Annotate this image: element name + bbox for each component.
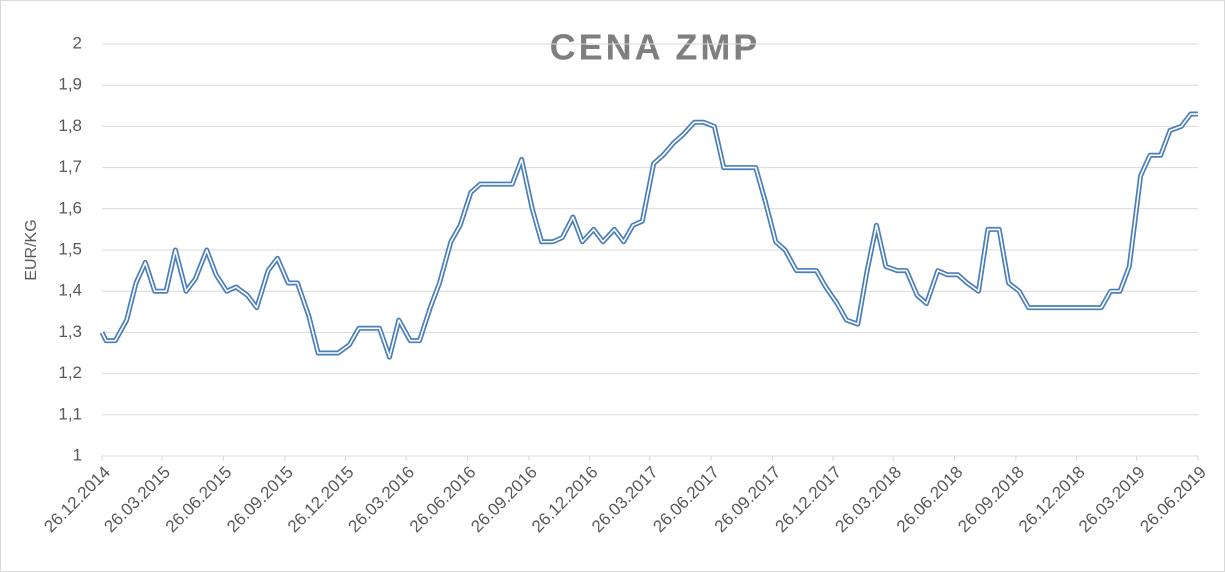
chart-title: CENA ZMP <box>550 27 761 68</box>
y-tick-label: 1,2 <box>58 363 82 382</box>
y-tick-label: 1,3 <box>58 322 82 341</box>
y-tick-label: 1,4 <box>58 281 82 300</box>
y-tick-label: 1,7 <box>58 157 82 176</box>
y-tick-label: 1,8 <box>58 116 82 135</box>
y-tick-label: 1,9 <box>58 75 82 94</box>
y-tick-label: 1,6 <box>58 198 82 217</box>
line-series-inner <box>101 113 1198 358</box>
y-tick-label: 1,5 <box>58 239 82 258</box>
y-tick-label: 1 <box>73 445 82 464</box>
y-tick-label: 2 <box>73 33 82 52</box>
y-axis-label: EUR/KG <box>23 219 40 280</box>
y-tick-label: 1,1 <box>58 404 82 423</box>
